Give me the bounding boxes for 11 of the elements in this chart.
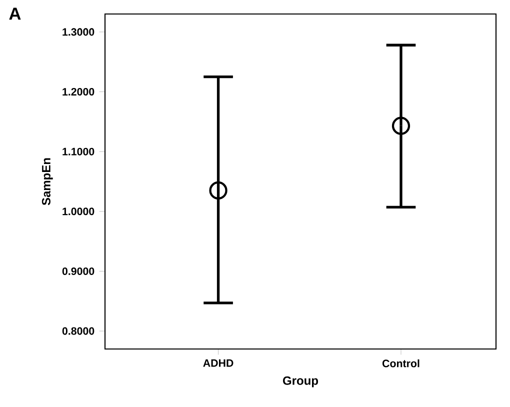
x-tick-label: ADHD [203,359,234,367]
x-axis-title: Group [283,376,318,388]
y-axis-title: SampEn [42,158,53,206]
y-tick-label: 1.0000 [62,208,94,216]
y-tick-label: 0.9000 [62,267,94,276]
y-tick-label: 1.2000 [62,88,94,96]
y-tick-label: 1.3000 [62,28,94,36]
y-tick-label: 1.1000 [62,148,94,156]
x-tick-label: Control [382,359,420,368]
text: A [9,8,21,20]
y-tick-label: 0.8000 [62,327,94,335]
